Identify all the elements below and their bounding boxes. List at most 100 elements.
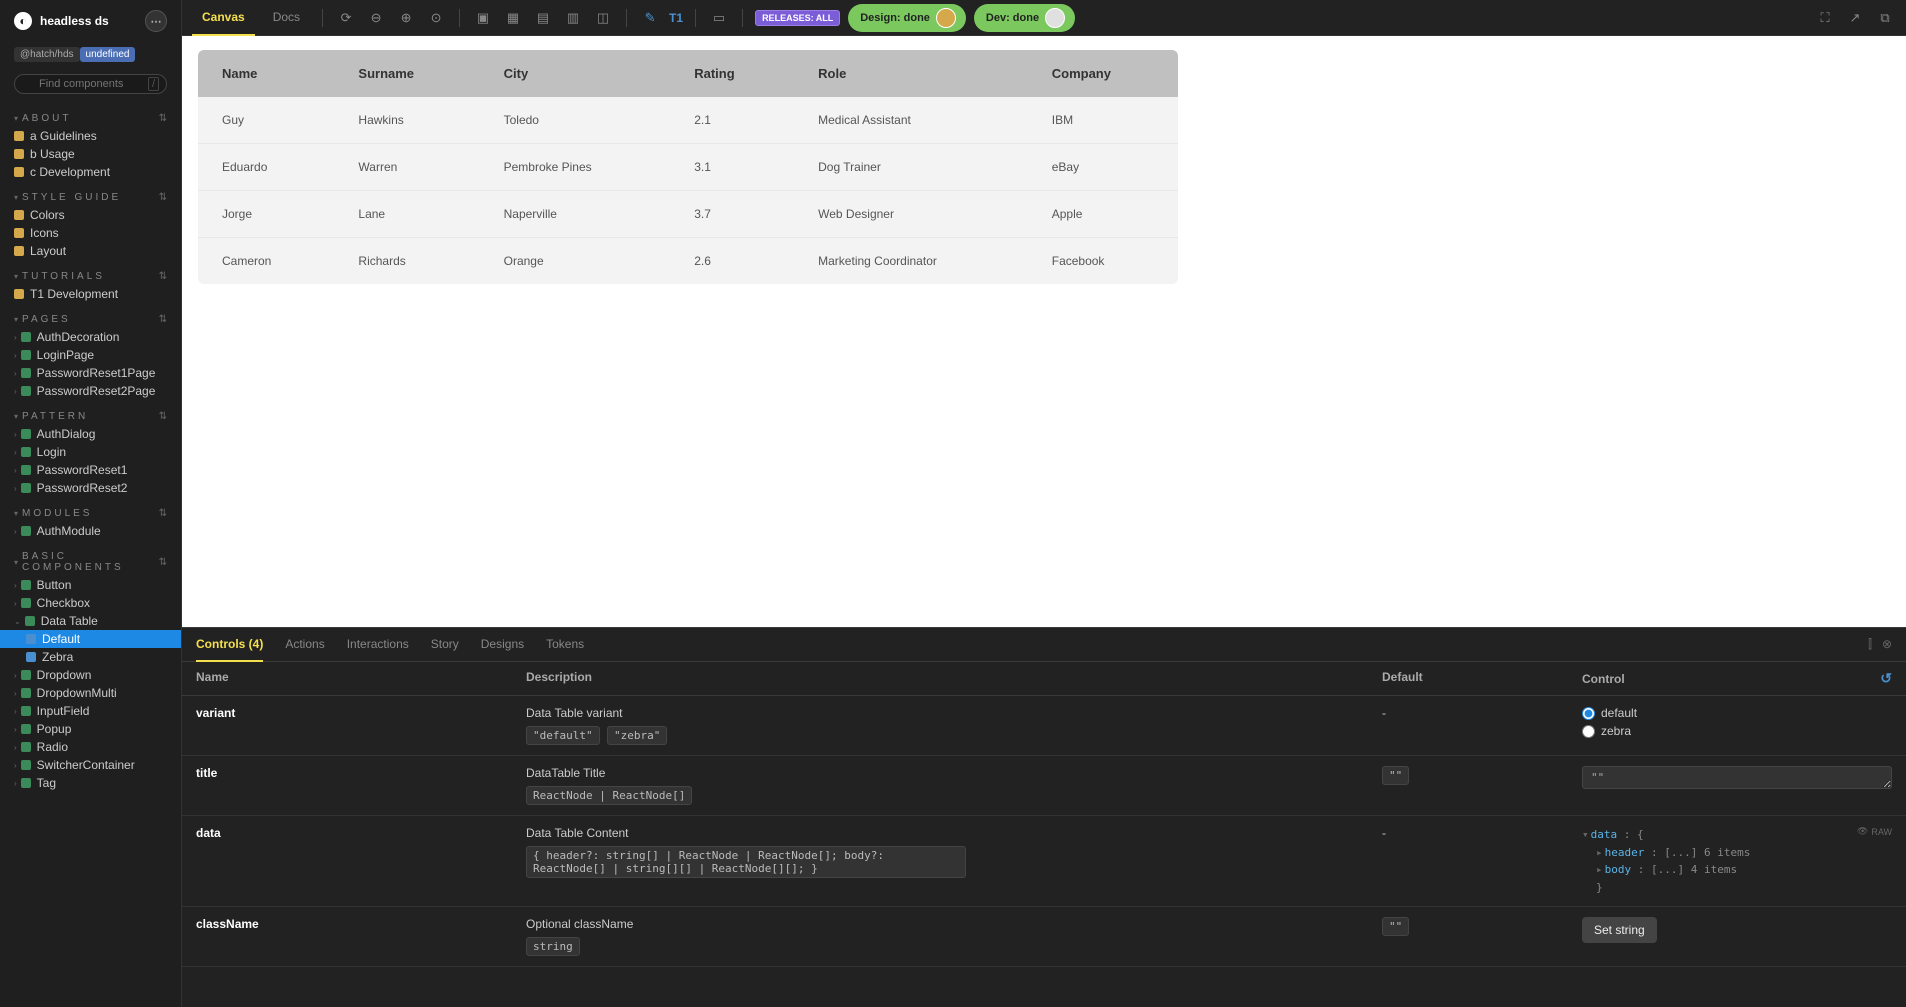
json-editor[interactable]: ▾data : { ▸header : [...] 6 items ▸body … — [1582, 826, 1750, 896]
tab-docs[interactable]: Docs — [263, 0, 310, 36]
dev-status-pill[interactable]: Dev: done — [974, 4, 1075, 32]
tab-tokens[interactable]: Tokens — [546, 628, 584, 662]
open-external-icon[interactable]: ↗ — [1844, 7, 1866, 29]
sort-icon[interactable]: ⇅ — [159, 113, 167, 124]
sidebar-item-development[interactable]: c Development — [0, 163, 181, 181]
present-icon[interactable]: ▭ — [708, 7, 730, 29]
sidebar-item-guidelines[interactable]: a Guidelines — [0, 127, 181, 145]
avatar-icon — [936, 8, 956, 28]
reset-icon[interactable]: ↺ — [1880, 670, 1892, 687]
tab-canvas[interactable]: Canvas — [192, 0, 255, 36]
radio-default[interactable]: default — [1582, 706, 1637, 720]
sidebar-item-pwreset2page[interactable]: ›PasswordReset2Page — [0, 382, 181, 400]
sidebar-item-colors[interactable]: Colors — [0, 206, 181, 224]
panel-layout-icon[interactable]: ⫿ — [1868, 637, 1872, 652]
col-default: Default — [1382, 670, 1582, 687]
sidebar-item-authmodule[interactable]: ›AuthModule — [0, 522, 181, 540]
sort-icon[interactable]: ⇅ — [159, 192, 167, 203]
section-pattern[interactable]: PATTERN⇅ — [0, 408, 181, 425]
logo-icon — [14, 12, 32, 30]
sidebar-item-zebra[interactable]: Zebra — [0, 648, 181, 666]
table-header: Name — [198, 50, 334, 97]
table-cell: Pembroke Pines — [480, 144, 671, 191]
table-cell: Facebook — [1028, 238, 1178, 285]
section-modules[interactable]: MODULES⇅ — [0, 505, 181, 522]
sort-icon[interactable]: ⇅ — [159, 271, 167, 282]
bottom-panel: Controls (4) Actions Interactions Story … — [182, 627, 1906, 1007]
sidebar-item-authdecoration[interactable]: ›AuthDecoration — [0, 328, 181, 346]
prop-default: - — [1382, 826, 1582, 840]
more-button[interactable]: ⋯ — [145, 10, 167, 32]
photo-icon[interactable]: ▣ — [472, 7, 494, 29]
layout-icon[interactable]: ▤ — [532, 7, 554, 29]
sidebar-item-t1-dev[interactable]: T1 Development — [0, 285, 181, 303]
releases-badge[interactable]: RELEASES: ALL — [755, 10, 840, 26]
sidebar-item-data-table[interactable]: ⌄Data Table — [0, 612, 181, 630]
table-header: Role — [794, 50, 1028, 97]
sidebar-item-switchercontainer[interactable]: ›SwitcherContainer — [0, 756, 181, 774]
tab-designs[interactable]: Designs — [481, 628, 524, 662]
sort-icon[interactable]: ⇅ — [159, 314, 167, 325]
tab-actions[interactable]: Actions — [285, 628, 324, 662]
sort-icon[interactable]: ⇅ — [159, 508, 167, 519]
table-header: Rating — [670, 50, 794, 97]
sidebar-header: headless ds ⋯ — [0, 0, 181, 42]
prop-name: className — [196, 917, 526, 931]
prop-control: default zebra — [1582, 706, 1892, 742]
sort-icon[interactable]: ⇅ — [159, 411, 167, 422]
section-style-guide[interactable]: STYLE GUIDE⇅ — [0, 189, 181, 206]
link-icon[interactable]: ⧉ — [1874, 7, 1896, 29]
section-about[interactable]: ABOUT⇅ — [0, 110, 181, 127]
sidebar-item-checkbox[interactable]: ›Checkbox — [0, 594, 181, 612]
raw-toggle[interactable]: 👁 RAW — [1857, 826, 1892, 837]
sidebar-item-inputfield[interactable]: ›InputField — [0, 702, 181, 720]
table-cell: Marketing Coordinator — [794, 238, 1028, 285]
section-pages[interactable]: PAGES⇅ — [0, 311, 181, 328]
radio-zebra[interactable]: zebra — [1582, 724, 1637, 738]
sidebar-item-login[interactable]: ›Login — [0, 443, 181, 461]
search-input[interactable] — [14, 74, 167, 94]
sidebar-item-pwreset1page[interactable]: ›PasswordReset1Page — [0, 364, 181, 382]
sidebar-item-usage[interactable]: b Usage — [0, 145, 181, 163]
table-cell: Web Designer — [794, 191, 1028, 238]
tab-interactions[interactable]: Interactions — [347, 628, 409, 662]
fullscreen-icon[interactable]: ⛶ — [1814, 7, 1836, 29]
sidebar-item-layout[interactable]: Layout — [0, 242, 181, 260]
edit-icon[interactable]: ✎ — [639, 7, 661, 29]
sidebar-item-default[interactable]: Default — [0, 630, 181, 648]
zoom-reset-icon[interactable]: ⊙ — [425, 7, 447, 29]
t1-label[interactable]: T1 — [669, 11, 683, 25]
title-input[interactable]: "" — [1582, 766, 1892, 789]
table-cell: Orange — [480, 238, 671, 285]
sort-icon[interactable]: ⇅ — [159, 557, 167, 568]
sidebar-item-pwreset1[interactable]: ›PasswordReset1 — [0, 461, 181, 479]
sidebar-item-dropdownmulti[interactable]: ›DropdownMulti — [0, 684, 181, 702]
tab-story[interactable]: Story — [431, 628, 459, 662]
grid-icon[interactable]: ▦ — [502, 7, 524, 29]
main: Canvas Docs ⟳ ⊖ ⊕ ⊙ ▣ ▦ ▤ ▥ ◫ ✎ T1 ▭ REL… — [182, 0, 1906, 1007]
type-chip: "default" — [526, 726, 600, 745]
measure-icon[interactable]: ◫ — [592, 7, 614, 29]
tab-controls[interactable]: Controls (4) — [196, 628, 263, 662]
section-basic-components[interactable]: BASIC COMPONENTS⇅ — [0, 548, 181, 576]
sidebar-item-popup[interactable]: ›Popup — [0, 720, 181, 738]
panel-close-icon[interactable]: ⊗ — [1882, 637, 1892, 652]
section-tutorials[interactable]: TUTORIALS⇅ — [0, 268, 181, 285]
sidebar-item-dropdown[interactable]: ›Dropdown — [0, 666, 181, 684]
sidebar-item-tag[interactable]: ›Tag — [0, 774, 181, 792]
set-string-button[interactable]: Set string — [1582, 917, 1657, 943]
refresh-icon[interactable]: ⟳ — [335, 7, 357, 29]
design-status-pill[interactable]: Design: done — [848, 4, 966, 32]
sidebar-item-icons[interactable]: Icons — [0, 224, 181, 242]
table-row: CameronRichardsOrange2.6Marketing Coordi… — [198, 238, 1178, 285]
sidebar-item-loginpage[interactable]: ›LoginPage — [0, 346, 181, 364]
sidebar-item-authdialog[interactable]: ›AuthDialog — [0, 425, 181, 443]
sidebar-item-button[interactable]: ›Button — [0, 576, 181, 594]
workspace-tag-row: @hatch/hdsundefined — [0, 42, 181, 70]
sidebar-item-radio[interactable]: ›Radio — [0, 738, 181, 756]
topbar: Canvas Docs ⟳ ⊖ ⊕ ⊙ ▣ ▦ ▤ ▥ ◫ ✎ T1 ▭ REL… — [182, 0, 1906, 36]
layout2-icon[interactable]: ▥ — [562, 7, 584, 29]
zoom-out-icon[interactable]: ⊖ — [365, 7, 387, 29]
zoom-in-icon[interactable]: ⊕ — [395, 7, 417, 29]
sidebar-item-pwreset2[interactable]: ›PasswordReset2 — [0, 479, 181, 497]
